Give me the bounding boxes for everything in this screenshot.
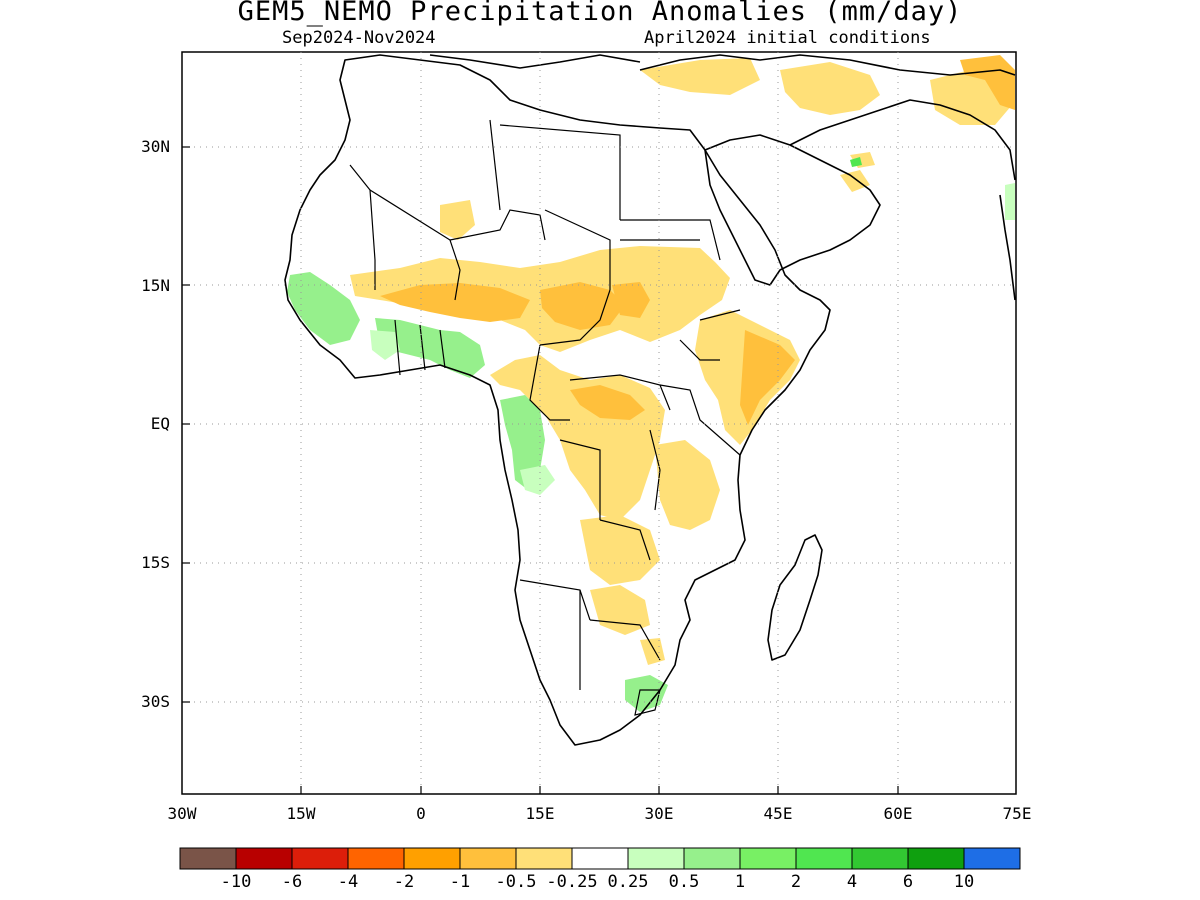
sahel-dry-core-3 xyxy=(612,282,650,318)
colorbar-swatch xyxy=(963,847,1021,870)
zambia-dry xyxy=(580,515,660,585)
colorbar-tick-label: 4 xyxy=(846,872,858,892)
lon-label-15w: 15W xyxy=(286,804,316,823)
colorbar-swatch xyxy=(571,847,629,870)
colorbar-tick-label: -0.25 xyxy=(546,872,598,892)
anomaly-shading xyxy=(287,55,1015,712)
colorbar-swatch xyxy=(515,847,573,870)
colorbar-swatch xyxy=(235,847,293,870)
iran-dry xyxy=(780,62,880,115)
lon-label-15e: 15E xyxy=(525,804,555,823)
east-africa-dry-south xyxy=(655,440,720,530)
colorbar-swatch xyxy=(403,847,461,870)
colorbar-swatch xyxy=(851,847,909,870)
colorbar-swatch xyxy=(179,847,237,870)
lat-label-15n: 15N xyxy=(141,276,170,295)
sahel-dry-core-2 xyxy=(540,282,625,330)
somalia-dry-core xyxy=(740,330,795,425)
lat-label-30s: 30S xyxy=(141,692,170,711)
lon-label-75e: 75E xyxy=(1002,804,1032,823)
gulf-coast xyxy=(789,99,1016,181)
lat-label-eq: EQ xyxy=(150,414,170,433)
colorbar-tick-label: 2 xyxy=(790,872,802,892)
map-title: GEM5_NEMO Precipitation Anomalies (mm/da… xyxy=(237,0,963,27)
colorbar-swatch xyxy=(795,847,853,870)
colorbar-tick-label: 6 xyxy=(902,872,914,892)
ticks xyxy=(182,146,899,794)
colorbar-swatch xyxy=(291,847,349,870)
map-frame xyxy=(181,51,1017,795)
colorbar-tick-label: -6 xyxy=(281,872,303,892)
colorbar-swatch xyxy=(347,847,405,870)
chad-dry xyxy=(440,200,475,240)
lon-label-30w: 30W xyxy=(167,804,197,823)
arabia-wet-small xyxy=(850,157,862,167)
lon-label-30e: 30E xyxy=(644,804,674,823)
botswana-dry xyxy=(590,585,650,635)
colorbar-tick-label: 0.5 xyxy=(668,872,700,892)
colorbar-swatch xyxy=(739,847,797,870)
india-coast xyxy=(999,194,1016,301)
colorbar-tick-label: 1 xyxy=(734,872,746,892)
sahel-dry-core xyxy=(380,283,530,322)
colorbar-tick-label: 0.25 xyxy=(607,872,649,892)
guinea-wet-light xyxy=(370,330,400,360)
colorbar-swatch xyxy=(627,847,685,870)
graticule xyxy=(182,52,1016,794)
levant-dry xyxy=(640,58,760,95)
angola-coast-wet xyxy=(520,465,555,495)
lat-label-15s: 15S xyxy=(141,553,170,572)
gulf-dry xyxy=(840,170,870,192)
colorbar-tick-label: -2 xyxy=(393,872,415,892)
colorbar xyxy=(179,847,1021,870)
forecast-period: Sep2024-Nov2024 xyxy=(282,28,436,48)
lon-label-45e: 45E xyxy=(763,804,793,823)
middle-east-coast xyxy=(639,54,1016,76)
afghan-dry-core xyxy=(960,55,1015,110)
colorbar-tick-label: 10 xyxy=(953,872,975,892)
colorbar-tick-label: -1 xyxy=(449,872,471,892)
country-borders xyxy=(349,119,741,716)
lat-label-30n: 30N xyxy=(141,137,170,156)
madagascar-outline xyxy=(767,534,823,661)
colorbar-tick-label: -10 xyxy=(220,872,252,892)
congo-dry-core xyxy=(570,385,645,420)
initial-conditions: April2024 initial conditions xyxy=(644,28,931,48)
colorbar-tick-label: -4 xyxy=(337,872,359,892)
colorbar-swatch xyxy=(907,847,965,870)
colorbar-swatch xyxy=(459,847,517,870)
lon-label-60e: 60E xyxy=(883,804,913,823)
gabon-wet xyxy=(500,395,545,490)
colorbar-tick-label: -0.5 xyxy=(495,872,537,892)
pakistan-wet xyxy=(1005,183,1015,220)
lon-label-0: 0 xyxy=(416,804,426,823)
guinea-wet xyxy=(375,318,485,378)
colorbar-swatch xyxy=(683,847,741,870)
west-africa-coast-wet xyxy=(287,272,360,345)
safrica-dry-small xyxy=(640,638,665,665)
